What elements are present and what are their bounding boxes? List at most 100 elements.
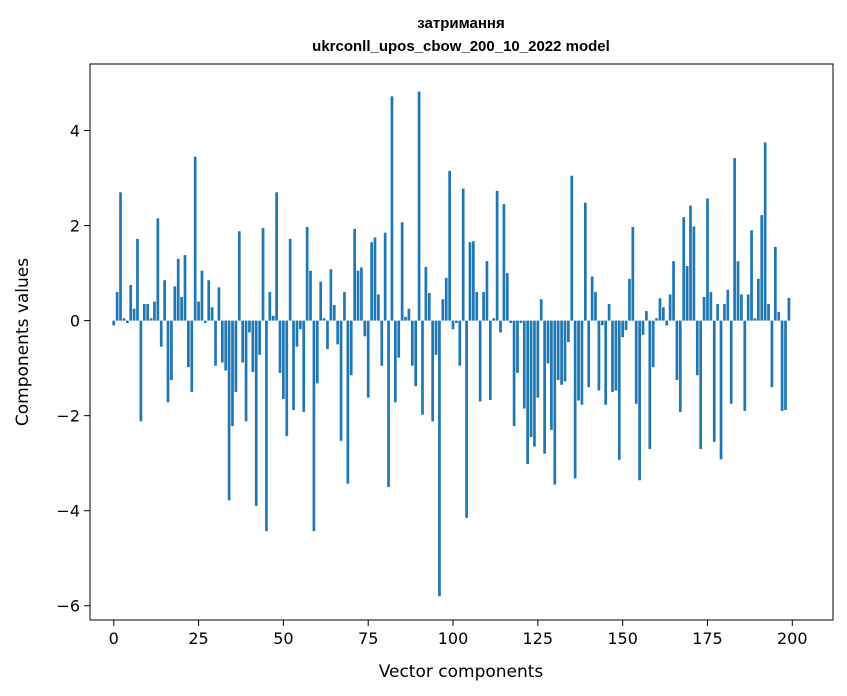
bar-16 <box>166 320 170 403</box>
bar-10 <box>146 303 150 321</box>
bar-167 <box>678 320 682 412</box>
bar-27 <box>203 320 207 323</box>
bar-150 <box>621 320 625 338</box>
bar-154 <box>634 320 638 404</box>
bar-73 <box>360 267 363 321</box>
bar-101 <box>455 320 458 323</box>
x-axis-ticks: 0 25 50 75 100 125 150 175 200 <box>109 620 808 648</box>
bar-181 <box>726 289 730 321</box>
bar-134 <box>567 320 570 342</box>
bar-196 <box>777 312 781 321</box>
plot-frame <box>89 63 834 621</box>
bar-48 <box>275 192 278 321</box>
bar-123 <box>529 320 533 438</box>
y-tick-label: 4 <box>70 122 80 141</box>
bar-147 <box>611 320 614 392</box>
bar-161 <box>658 298 662 321</box>
bar-105 <box>468 242 472 321</box>
bar-198 <box>784 320 787 410</box>
bar-72 <box>356 270 360 321</box>
bar-90 <box>417 91 421 321</box>
bar-51 <box>285 320 289 437</box>
bar-57 <box>305 227 309 321</box>
bar-87 <box>407 308 411 321</box>
bar-118 <box>512 320 516 427</box>
y-tick-label: −6 <box>56 597 80 616</box>
bar-55 <box>298 320 302 330</box>
bar-124 <box>533 320 536 447</box>
bar-45 <box>265 320 268 532</box>
x-axis-label: Vector components <box>379 662 544 682</box>
bar-34 <box>227 320 231 501</box>
bar-78 <box>377 294 380 321</box>
bar-22 <box>187 320 190 368</box>
bar-112 <box>492 318 496 321</box>
bar-38 <box>241 320 245 363</box>
bar-135 <box>570 175 574 321</box>
bar-36 <box>234 320 238 392</box>
bar-195 <box>773 246 777 321</box>
bar-65 <box>332 304 336 321</box>
bar-60 <box>315 320 319 384</box>
bar-159 <box>651 320 655 368</box>
bar-52 <box>288 238 292 321</box>
bar-157 <box>645 311 648 321</box>
bar-62 <box>322 318 326 321</box>
x-tick-label: 175 <box>692 629 723 648</box>
bar-39 <box>244 320 248 422</box>
bar-0 <box>112 320 116 326</box>
bar-125 <box>536 320 540 398</box>
bar-130 <box>553 320 557 485</box>
bar-189 <box>753 318 757 321</box>
bar-54 <box>295 320 299 347</box>
bar-184 <box>736 261 740 321</box>
bar-142 <box>594 292 597 321</box>
bar-23 <box>190 320 194 392</box>
bar-41 <box>251 320 255 372</box>
bar-199 <box>787 297 791 321</box>
x-tick-label: 150 <box>607 629 638 648</box>
bar-88 <box>410 320 414 366</box>
bar-5 <box>129 284 133 321</box>
bar-14 <box>159 320 163 347</box>
bar-2 <box>119 192 122 321</box>
bar-192 <box>763 142 767 321</box>
bar-50 <box>282 320 285 400</box>
bar-61 <box>319 281 323 321</box>
bar-111 <box>488 320 492 400</box>
bar-66 <box>336 320 340 345</box>
x-tick-label: 0 <box>109 629 119 648</box>
bar-24 <box>193 156 197 321</box>
bar-96 <box>438 320 441 597</box>
bar-47 <box>271 315 275 321</box>
bar-83 <box>393 320 397 403</box>
bar-46 <box>268 292 272 321</box>
bar-3 <box>122 318 126 321</box>
bar-107 <box>475 292 479 321</box>
bar-175 <box>706 198 709 321</box>
y-tick-label: −2 <box>56 407 80 426</box>
bar-81 <box>387 320 390 487</box>
bar-99 <box>448 170 451 321</box>
bar-138 <box>580 320 584 405</box>
bar-133 <box>563 320 567 382</box>
bar-74 <box>363 320 367 337</box>
bar-145 <box>604 320 608 405</box>
bar-63 <box>326 320 329 350</box>
bar-120 <box>519 320 523 323</box>
bar-77 <box>373 237 377 321</box>
bar-91 <box>421 320 424 415</box>
bar-29 <box>210 307 214 321</box>
bar-171 <box>692 226 696 321</box>
bar-32 <box>220 320 224 363</box>
bar-59 <box>312 320 316 532</box>
bar-58 <box>309 270 312 321</box>
bar-13 <box>156 218 160 321</box>
bar-86 <box>404 316 407 321</box>
bar-151 <box>624 320 628 331</box>
bar-168 <box>682 217 686 321</box>
x-tick-label: 200 <box>777 629 808 648</box>
bar-100 <box>451 320 455 330</box>
bar-185 <box>740 294 743 321</box>
